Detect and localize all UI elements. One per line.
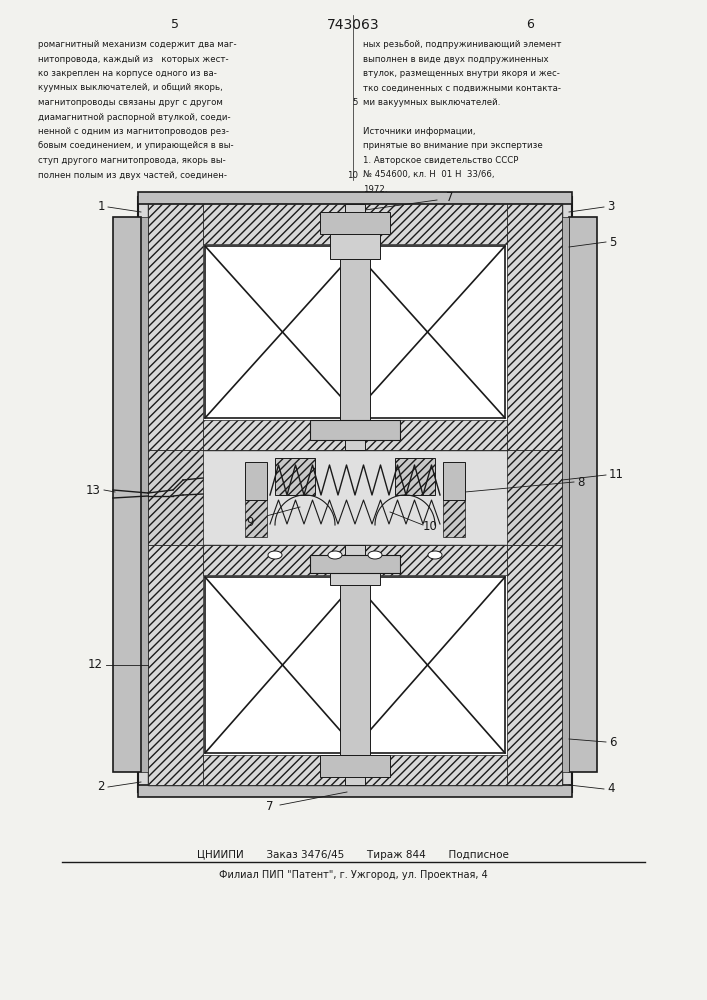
Text: 10: 10 (347, 170, 358, 180)
Bar (443, 462, 465, 500)
Text: ми вакуумных выключателей.: ми вакуумных выключателей. (363, 98, 501, 107)
Bar (345, 545, 365, 785)
Text: ных резьбой, подпружинивающий элемент: ных резьбой, подпружинивающий элемент (363, 40, 561, 49)
Text: полнен полым из двух частей, соединен-: полнен полым из двух частей, соединен- (38, 170, 227, 180)
Text: 11: 11 (609, 468, 624, 482)
Text: выполнен в виде двух подпружиненных: выполнен в виде двух подпружиненных (363, 54, 549, 64)
Text: принятые во внимание при экспертизе: принятые во внимание при экспертизе (363, 141, 543, 150)
Text: 1: 1 (98, 200, 105, 214)
Bar (310, 555, 400, 573)
Ellipse shape (428, 551, 442, 559)
Text: 4: 4 (607, 782, 614, 796)
Text: ненной с одним из магнитопроводов рез-: ненной с одним из магнитопроводов рез- (38, 127, 229, 136)
Bar (113, 217, 141, 772)
Text: 13: 13 (86, 484, 101, 496)
Bar (203, 204, 507, 244)
Text: 9: 9 (246, 516, 254, 528)
Text: № 454600, кл. Н  01 Н  33/66,: № 454600, кл. Н 01 Н 33/66, (363, 170, 494, 180)
Text: 7: 7 (446, 191, 454, 204)
Text: куумных выключателей, и общий якорь,: куумных выключателей, и общий якорь, (38, 84, 223, 93)
Ellipse shape (268, 551, 282, 559)
Text: 5: 5 (353, 98, 358, 107)
Bar (395, 458, 435, 495)
Bar (245, 462, 267, 500)
Bar (562, 217, 569, 772)
Bar (148, 204, 203, 450)
Bar (330, 234, 380, 259)
Text: 1972.: 1972. (363, 185, 387, 194)
Bar (205, 246, 360, 418)
Bar (138, 197, 572, 792)
Ellipse shape (328, 551, 342, 559)
Text: 6: 6 (526, 18, 534, 31)
Bar (148, 204, 562, 450)
Bar (203, 420, 507, 450)
Text: 5: 5 (171, 18, 179, 31)
Text: ЦНИИПИ       Заказ 3476/45       Тираж 844       Подписное: ЦНИИПИ Заказ 3476/45 Тираж 844 Подписное (197, 850, 509, 860)
Text: 12: 12 (88, 659, 103, 672)
Bar (320, 212, 390, 234)
Bar (350, 577, 505, 753)
Bar (507, 450, 562, 545)
Text: бовым соединением, и упирающейся в вы-: бовым соединением, и упирающейся в вы- (38, 141, 233, 150)
Text: Источники информации,: Источники информации, (363, 127, 476, 136)
Bar (148, 545, 562, 785)
Bar (310, 555, 400, 573)
Text: ко закреплен на корпусе одного из ва-: ко закреплен на корпусе одного из ва- (38, 69, 217, 78)
Bar (507, 204, 562, 450)
Bar (203, 545, 507, 575)
Text: ступ другого магнитопровода, якорь вы-: ступ другого магнитопровода, якорь вы- (38, 156, 226, 165)
Text: Филиал ПИП "Патент", г. Ужгород, ул. Проектная, 4: Филиал ПИП "Патент", г. Ужгород, ул. Про… (218, 870, 487, 880)
Text: тко соединенных с подвижными контакта-: тко соединенных с подвижными контакта- (363, 84, 561, 93)
Bar (320, 755, 390, 777)
Text: 1. Авторское свидетельство СССР: 1. Авторское свидетельство СССР (363, 156, 518, 165)
Bar (275, 458, 315, 495)
Text: 2: 2 (98, 780, 105, 794)
Bar (340, 259, 370, 435)
Text: 7: 7 (267, 800, 274, 814)
Text: 6: 6 (609, 736, 617, 748)
Bar (148, 545, 203, 785)
Bar (345, 204, 365, 450)
Text: ромагнитный механизм содержит два маг-: ромагнитный механизм содержит два маг- (38, 40, 237, 49)
Bar (148, 450, 203, 545)
Text: диамагнитной распорной втулкой, соеди-: диамагнитной распорной втулкой, соеди- (38, 112, 230, 121)
Bar (205, 577, 360, 753)
Text: 10: 10 (423, 520, 438, 534)
Bar (310, 420, 400, 440)
Text: втулок, размещенных внутри якоря и жес-: втулок, размещенных внутри якоря и жес- (363, 69, 560, 78)
Ellipse shape (368, 551, 382, 559)
Bar (245, 500, 267, 537)
Bar (350, 246, 505, 418)
Bar (330, 560, 380, 585)
Text: 743063: 743063 (327, 18, 380, 32)
Bar (203, 755, 507, 785)
Bar (507, 545, 562, 785)
Text: магнитопроводы связаны друг с другом: магнитопроводы связаны друг с другом (38, 98, 223, 107)
Bar (141, 217, 148, 772)
Bar (138, 785, 572, 797)
Bar (340, 585, 370, 755)
Text: нитопровода, каждый из   которых жест-: нитопровода, каждый из которых жест- (38, 54, 228, 64)
Text: 5: 5 (609, 235, 617, 248)
Bar (138, 192, 572, 204)
Bar (148, 450, 562, 545)
Text: 8: 8 (577, 476, 585, 488)
Bar (443, 500, 465, 537)
Text: 3: 3 (607, 200, 614, 214)
Bar (569, 217, 597, 772)
Bar (310, 420, 400, 440)
